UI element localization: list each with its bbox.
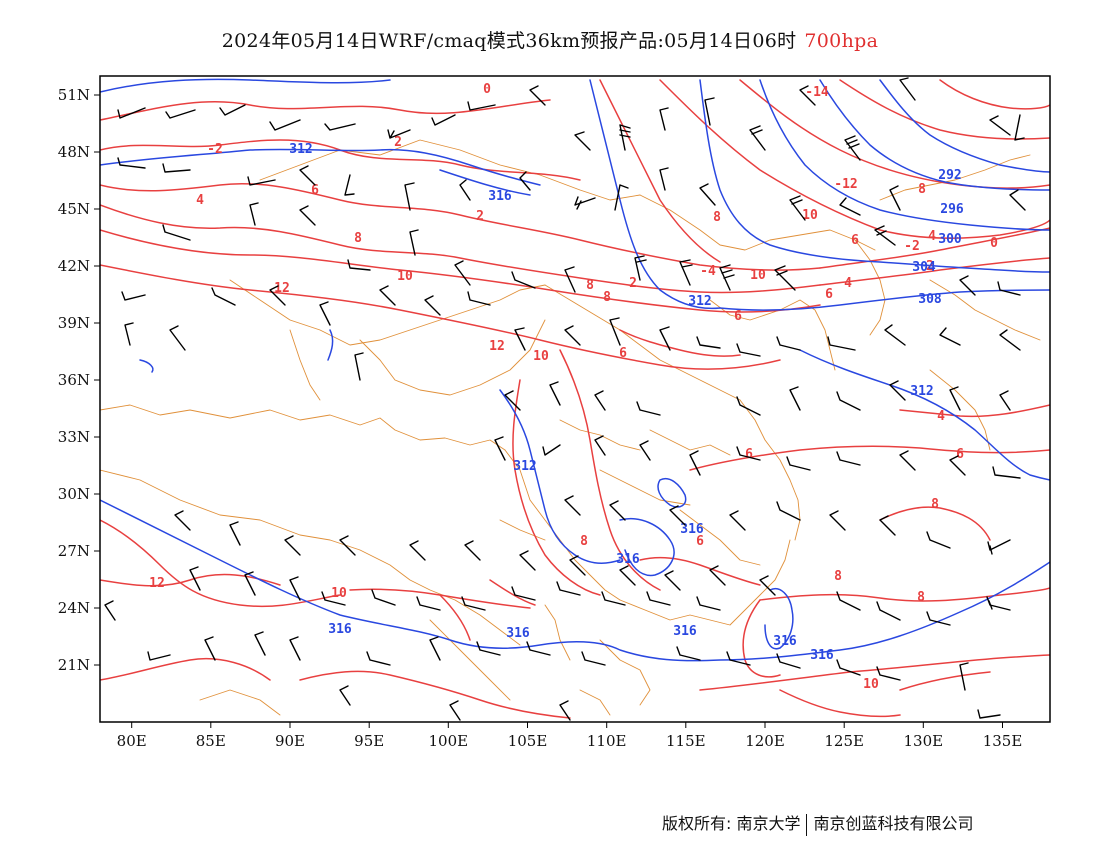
temp-label: 0: [483, 82, 491, 97]
temp-label: 4: [844, 276, 852, 291]
temp-label: 8: [713, 210, 721, 225]
x-tick-label: 130E: [904, 732, 944, 750]
x-tick-label: 125E: [824, 732, 864, 750]
temp-label: 8: [931, 497, 939, 512]
copyright-right: 南京创蓝科技有限公司: [813, 814, 974, 833]
x-tick-label: 80E: [117, 732, 147, 750]
y-tick-label: 51N: [58, 86, 90, 104]
height-label: 316: [680, 522, 704, 537]
temp-label: 4: [937, 409, 945, 424]
page-title: 2024年05月14日WRF/cmaq模式36km预报产品:05月14日06时 7…: [0, 26, 1100, 53]
temp-label: 6: [745, 447, 753, 462]
boundary-lines: [100, 139, 1041, 716]
temp-label: 2: [394, 135, 402, 150]
temp-label: 8: [580, 534, 588, 549]
y-tick-label: 39N: [58, 314, 90, 332]
temp-label: 10: [802, 208, 818, 223]
x-tick-label: 85E: [196, 732, 226, 750]
temp-label: 6: [311, 183, 319, 198]
temp-label: -2: [904, 239, 920, 254]
height-label: 316: [328, 622, 352, 637]
height-label: 304: [912, 260, 936, 275]
temp-label: 10: [863, 677, 879, 692]
x-tick-label: 105E: [508, 732, 548, 750]
temp-label: 8: [834, 569, 842, 584]
wind-barbs: [104, 77, 1026, 721]
temp-label: 8: [917, 590, 925, 605]
height-label: 316: [673, 624, 697, 639]
y-tick-label: 27N: [58, 542, 90, 560]
temp-label: 6: [696, 534, 704, 549]
height-label: 312: [513, 459, 536, 474]
temp-label: 2: [629, 276, 637, 291]
temp-label: 2: [476, 209, 484, 224]
height-label: 300: [938, 232, 962, 247]
temp-label: -12: [834, 177, 857, 192]
x-tick-label: 115E: [666, 732, 706, 750]
height-label: 316: [773, 634, 797, 649]
temp-label: 8: [354, 231, 362, 246]
temp-label: -2: [207, 142, 223, 157]
y-tick-label: 24N: [58, 599, 90, 617]
pressure-level: 700hpa: [804, 30, 879, 52]
temp-label: 12: [274, 281, 290, 296]
y-tick-label: 36N: [58, 371, 90, 389]
height-label: 316: [616, 552, 640, 567]
plot-frame: [99, 75, 1051, 723]
temp-label: 10: [533, 349, 549, 364]
y-axis-labels: 51N 48N 45N 42N 39N 36N 33N 30N 27N 24N …: [58, 86, 90, 674]
x-tick-label: 120E: [745, 732, 785, 750]
y-tick-label: 48N: [58, 143, 90, 161]
height-contours: [100, 78, 1050, 662]
axis-ticks: [94, 94, 1003, 728]
x-axis-labels: 80E 85E 90E 95E 100E 105E 110E 115E 120E…: [117, 732, 1023, 750]
temp-label: -14: [805, 85, 829, 100]
contour-labels: 0 -2 2 4 6 8 10 12 -14 -12 10 8 6 4 2 0 …: [149, 82, 998, 692]
temp-label: 8: [603, 290, 611, 305]
temp-label: 6: [956, 447, 964, 462]
temperature-contours: [100, 79, 1050, 719]
y-tick-label: 21N: [58, 656, 90, 674]
x-tick-label: 110E: [587, 732, 627, 750]
temp-label: 12: [489, 339, 505, 354]
x-tick-label: 135E: [983, 732, 1023, 750]
copyright-left: 版权所有: 南京大学: [662, 814, 801, 833]
height-label: 312: [289, 142, 312, 157]
temp-label: 2: [926, 259, 934, 274]
temp-label: -4: [700, 264, 716, 279]
height-label: 312: [910, 384, 933, 399]
temp-label: 0: [990, 236, 998, 251]
x-tick-label: 100E: [429, 732, 469, 750]
y-tick-label: 33N: [58, 428, 90, 446]
temp-label: 10: [331, 586, 347, 601]
height-label: 316: [488, 189, 512, 204]
temp-label: 4: [196, 193, 204, 208]
y-tick-label: 42N: [58, 257, 90, 275]
copyright-footer: 版权所有: 南京大学 南京创蓝科技有限公司: [662, 810, 974, 836]
height-label: 316: [506, 626, 530, 641]
temp-label: 10: [397, 269, 413, 284]
title-text: 2024年05月14日WRF/cmaq模式36km预报产品:05月14日06时: [221, 30, 797, 52]
x-tick-label: 90E: [275, 732, 305, 750]
height-label: 316: [810, 648, 834, 663]
y-tick-label: 30N: [58, 485, 90, 503]
copyright-separator: [806, 813, 808, 836]
temp-label: 6: [734, 309, 742, 324]
temp-label: 4: [928, 229, 936, 244]
temp-label: 10: [750, 268, 766, 283]
height-label: 308: [918, 292, 942, 307]
temp-label: 12: [149, 576, 165, 591]
temp-label: 8: [918, 182, 926, 197]
temp-label: 6: [851, 233, 859, 248]
height-label: 312: [688, 294, 711, 309]
temp-label: 6: [825, 287, 833, 302]
height-label: 296: [940, 202, 964, 217]
x-tick-label: 95E: [354, 732, 384, 750]
temp-label: 8: [586, 278, 594, 293]
y-tick-label: 45N: [58, 200, 90, 218]
height-label: 292: [938, 168, 961, 183]
temp-label: 6: [619, 346, 627, 361]
